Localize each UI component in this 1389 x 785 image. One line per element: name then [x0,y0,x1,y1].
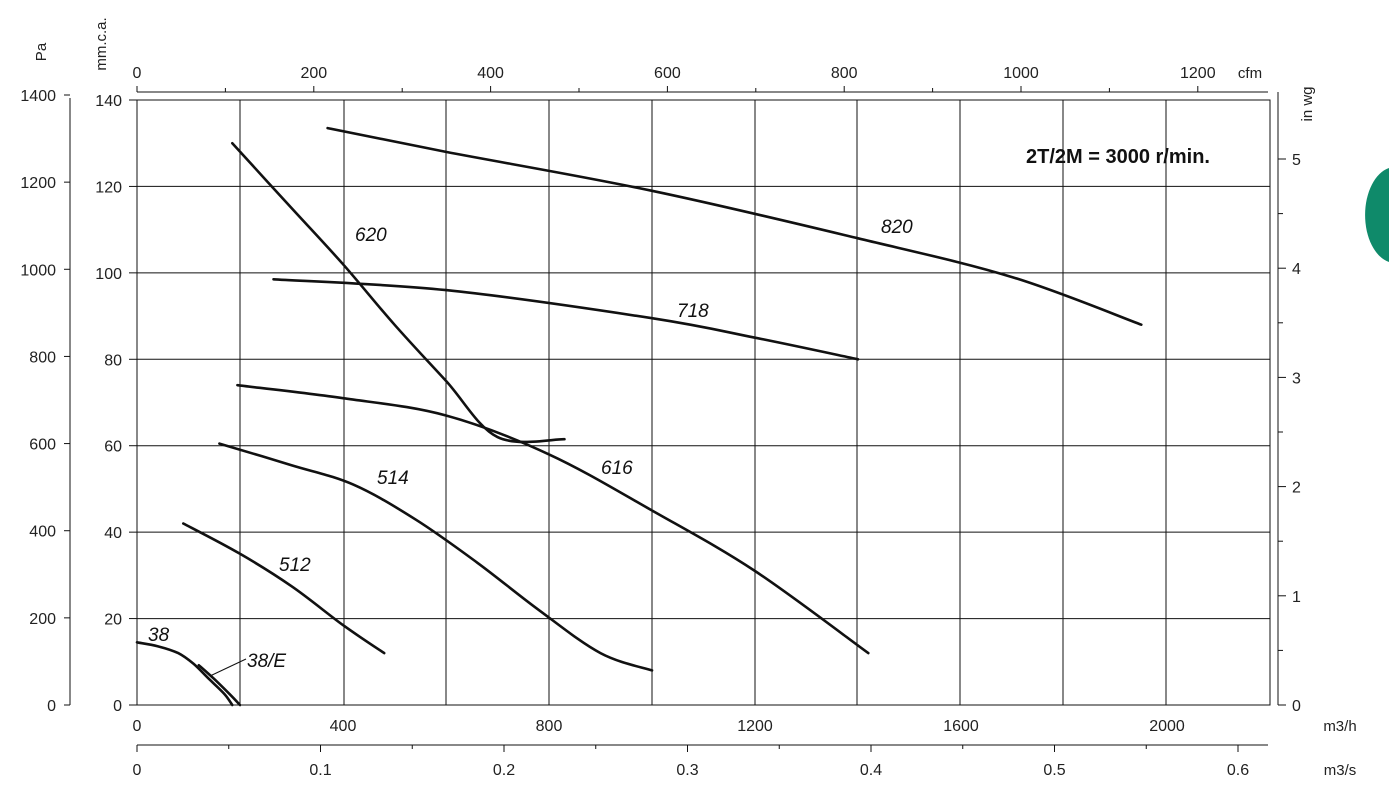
inwg-unit-label: in wg [1299,86,1316,121]
curve-38-e [197,663,242,707]
pa-tick-label: 1400 [20,88,56,105]
grid [136,99,1271,706]
m3h-tick-label: 1600 [943,718,979,735]
leader-line-38-e [209,658,247,677]
pa-tick-label: 200 [29,611,56,628]
cfm-unit-label: cfm [1238,65,1262,82]
curve-label-620: 620 [355,225,387,246]
curve-labels: 38 38/E 512 514 616 620 718 820 [148,217,913,677]
curve-820 [326,126,1143,326]
mmca-tick-label: 100 [95,266,122,283]
plot-frame [136,99,1271,706]
m3s-tick-label: 0.2 [493,762,515,779]
cfm-tick-label: 600 [654,65,681,82]
cfm-tick-label: 800 [831,65,858,82]
m3s-tick-label: 0.3 [676,762,698,779]
pa-tick-label: 800 [29,349,56,366]
curve-label-820: 820 [881,217,913,238]
cfm-tick-label: 0 [133,65,142,82]
green-tab-shape [1365,168,1389,262]
mmca-tick-label: 60 [104,439,122,456]
curve-38 [135,641,234,707]
curve-620 [231,141,566,444]
axes: 0200400600800100012001400Pa0204060801001… [20,17,1356,779]
mmca-tick-label: 0 [113,698,122,715]
inwg-tick-label: 4 [1292,261,1301,278]
mmca-tick-label: 140 [95,93,122,110]
curve-514 [218,442,654,672]
cfm-tick-label: 1000 [1003,65,1039,82]
inwg-tick-label: 3 [1292,370,1301,387]
chart-title: 2T/2M = 3000 r/min. [1026,146,1210,168]
mmca-tick-label: 20 [104,612,122,629]
curve-616 [236,383,870,655]
pa-tick-label: 1200 [20,175,56,192]
pa-tick-label: 400 [29,524,56,541]
inwg-tick-label: 0 [1292,698,1301,715]
cfm-tick-label: 400 [477,65,504,82]
cfm-tick-label: 1200 [1180,65,1216,82]
curve-label-38: 38 [148,625,170,646]
curve-label-514: 514 [377,468,409,489]
m3s-tick-label: 0.4 [860,762,882,779]
curve-label-512: 512 [279,555,311,576]
mmca-tick-label: 80 [104,352,122,369]
m3h-tick-label: 800 [536,718,563,735]
mmca-tick-label: 120 [95,179,122,196]
curve-label-38-e: 38/E [247,651,286,672]
pa-unit-label: Pa [33,42,50,61]
inwg-tick-label: 1 [1292,589,1301,606]
m3h-tick-label: 1200 [737,718,773,735]
cfm-tick-label: 200 [300,65,327,82]
m3s-tick-label: 0.1 [309,762,331,779]
curve-512 [182,522,386,655]
m3h-unit-label: m3/h [1323,718,1356,735]
inwg-tick-label: 5 [1292,152,1301,169]
curve-label-718: 718 [677,301,709,322]
m3s-unit-label: m3/s [1324,762,1357,779]
inwg-tick-label: 2 [1292,480,1301,497]
pa-tick-label: 1000 [20,262,56,279]
performance-curves [135,126,1143,707]
m3h-tick-label: 2000 [1149,718,1185,735]
m3s-tick-label: 0.5 [1043,762,1065,779]
curve-label-616: 616 [601,458,633,479]
curve-718 [272,278,860,361]
m3s-tick-label: 0.6 [1227,762,1249,779]
m3h-tick-label: 400 [330,718,357,735]
pa-tick-label: 600 [29,437,56,454]
m3s-tick-label: 0 [133,762,142,779]
mmca-unit-label: mm.c.a. [93,17,110,70]
m3h-tick-label: 0 [133,718,142,735]
pa-tick-label: 0 [47,698,56,715]
mmca-tick-label: 40 [104,525,122,542]
